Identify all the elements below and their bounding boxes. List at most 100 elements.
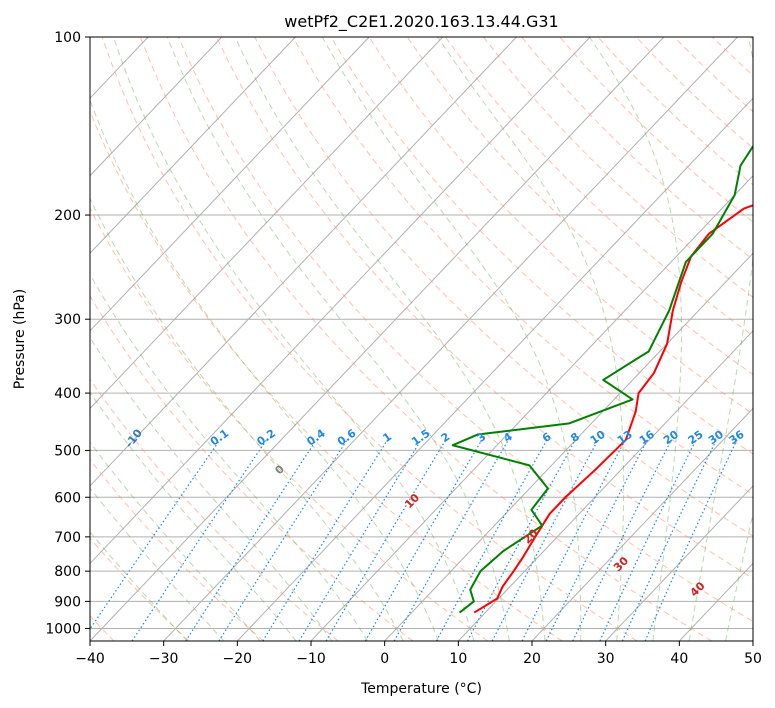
dry-adiabat <box>711 37 753 77</box>
isotherm-gridline <box>163 37 738 641</box>
moist-adiabat <box>90 391 297 641</box>
x-tick-label: −20 <box>223 651 253 667</box>
moist-adiabat <box>725 511 753 641</box>
moist-adiabat <box>90 441 261 641</box>
mixing-ratio-label: 30 <box>706 428 726 448</box>
mixing-ratio-line <box>545 439 648 641</box>
mixing-ratio-label: 0.4 <box>304 426 328 448</box>
mixing-ratio-line <box>218 439 348 641</box>
mixing-ratio-label: 25 <box>686 428 706 447</box>
moist-adiabat <box>113 37 475 641</box>
isotherm-gridline <box>0 37 1 641</box>
x-axis-label: Temperature (°C) <box>360 681 482 697</box>
y-tick-label: 300 <box>54 312 81 328</box>
moist-adiabat <box>688 37 753 641</box>
moist-adiabat <box>90 336 333 641</box>
isotherm-gridline <box>605 485 753 641</box>
isotherm-gridline <box>384 252 753 641</box>
dry-adiabat <box>521 37 753 261</box>
x-tick-label: 10 <box>449 651 467 667</box>
mixing-ratio-label: 10 <box>588 428 608 448</box>
mixing-ratio-line <box>131 439 268 641</box>
x-tick-label: 50 <box>744 651 762 667</box>
dry-adiabat <box>597 37 753 186</box>
mixing-ratio-line <box>644 439 738 641</box>
mixing-ratio-line <box>435 439 548 641</box>
x-tick-label: 0 <box>380 651 389 667</box>
y-tick-label: 1000 <box>45 621 81 637</box>
dry-adiabat-label: -10 <box>122 426 145 450</box>
dewpoint-profile <box>451 144 753 614</box>
mixing-ratio-line <box>521 439 626 641</box>
mixing-ratio-line <box>262 439 389 641</box>
moist-adiabat <box>166 37 510 641</box>
mixing-ratio-label: 3 <box>475 430 489 445</box>
dry-adiabat <box>90 537 190 641</box>
mixing-ratio-label: 16 <box>637 428 657 448</box>
moist-adiabat <box>90 487 225 641</box>
dry-adiabat <box>292 37 753 496</box>
x-tick-label: 40 <box>670 651 688 667</box>
mixing-ratio-label: 36 <box>727 428 747 448</box>
dry-adiabat <box>330 37 753 455</box>
dry-adiabat <box>216 37 753 579</box>
mixing-ratio-line <box>491 439 599 641</box>
moist-adiabat <box>90 98 439 641</box>
mixing-ratio-label: 1.5 <box>409 427 432 449</box>
y-tick-label: 900 <box>54 594 81 610</box>
mixing-ratio-line <box>393 439 509 641</box>
mixing-ratio-label: 8 <box>568 430 582 445</box>
moist-adiabat <box>90 197 404 641</box>
dry-adiabat <box>635 37 753 149</box>
mixing-ratio-line <box>599 439 697 641</box>
dry-adiabat <box>406 37 753 376</box>
isotherm-gridline <box>90 37 296 255</box>
dry-adiabat <box>90 378 339 641</box>
dry-adiabat <box>368 37 753 415</box>
moist-adiabat <box>437 37 625 641</box>
temperature-profile <box>473 204 753 614</box>
mixing-ratio-line <box>325 439 447 641</box>
isotherm-gridline <box>90 37 370 332</box>
y-tick-label: 600 <box>54 490 81 506</box>
isotherm-gridline <box>531 407 753 641</box>
dry-adiabat <box>750 37 753 41</box>
chart-title: wetPf2_C2E1.2020.163.13.44.G31 <box>284 12 558 32</box>
isotherm-gridline <box>90 37 444 410</box>
isotherm-gridline <box>236 97 753 641</box>
moist-adiabat <box>234 37 546 641</box>
isotherm-gridline <box>90 37 223 177</box>
y-tick-label: 100 <box>54 30 81 46</box>
dry-adiabat <box>90 295 414 641</box>
dry-adiabat <box>101 37 638 641</box>
mixing-ratio-label: 0.1 <box>208 427 231 449</box>
isotherm-gridline <box>457 330 753 641</box>
isotherm-gridline <box>90 37 591 565</box>
x-tick-label: −10 <box>296 651 326 667</box>
x-tick-label: −30 <box>149 651 179 667</box>
moist-adiabat <box>321 37 582 641</box>
dry-adiabat <box>90 458 264 641</box>
dry-adiabat <box>139 37 713 641</box>
x-tick-label: 30 <box>597 651 615 667</box>
x-tick-label: −40 <box>75 651 105 667</box>
dry-adiabat <box>177 37 753 623</box>
mixing-ratio-label: 1 <box>380 430 394 445</box>
mixing-ratio-label: 0.6 <box>335 426 359 448</box>
mixing-ratio-label: 2 <box>439 430 453 445</box>
isotherm-gridline <box>678 562 753 641</box>
x-tick-label: 20 <box>523 651 541 667</box>
isotherm-gridline <box>90 37 517 487</box>
moist-adiabat-label: 10 <box>402 491 422 511</box>
y-tick-label: 700 <box>54 530 81 546</box>
dry-adiabat <box>254 37 753 537</box>
dry-adiabat-label: -20 <box>48 405 71 429</box>
y-tick-label: 800 <box>54 564 81 580</box>
isotherm-gridline <box>90 37 665 641</box>
y-tick-label: 500 <box>54 443 81 459</box>
moist-adiabat <box>90 531 188 641</box>
mixing-ratio-label: 20 <box>661 428 681 448</box>
y-tick-label: 200 <box>54 208 81 224</box>
mixing-ratio-line <box>621 439 717 641</box>
